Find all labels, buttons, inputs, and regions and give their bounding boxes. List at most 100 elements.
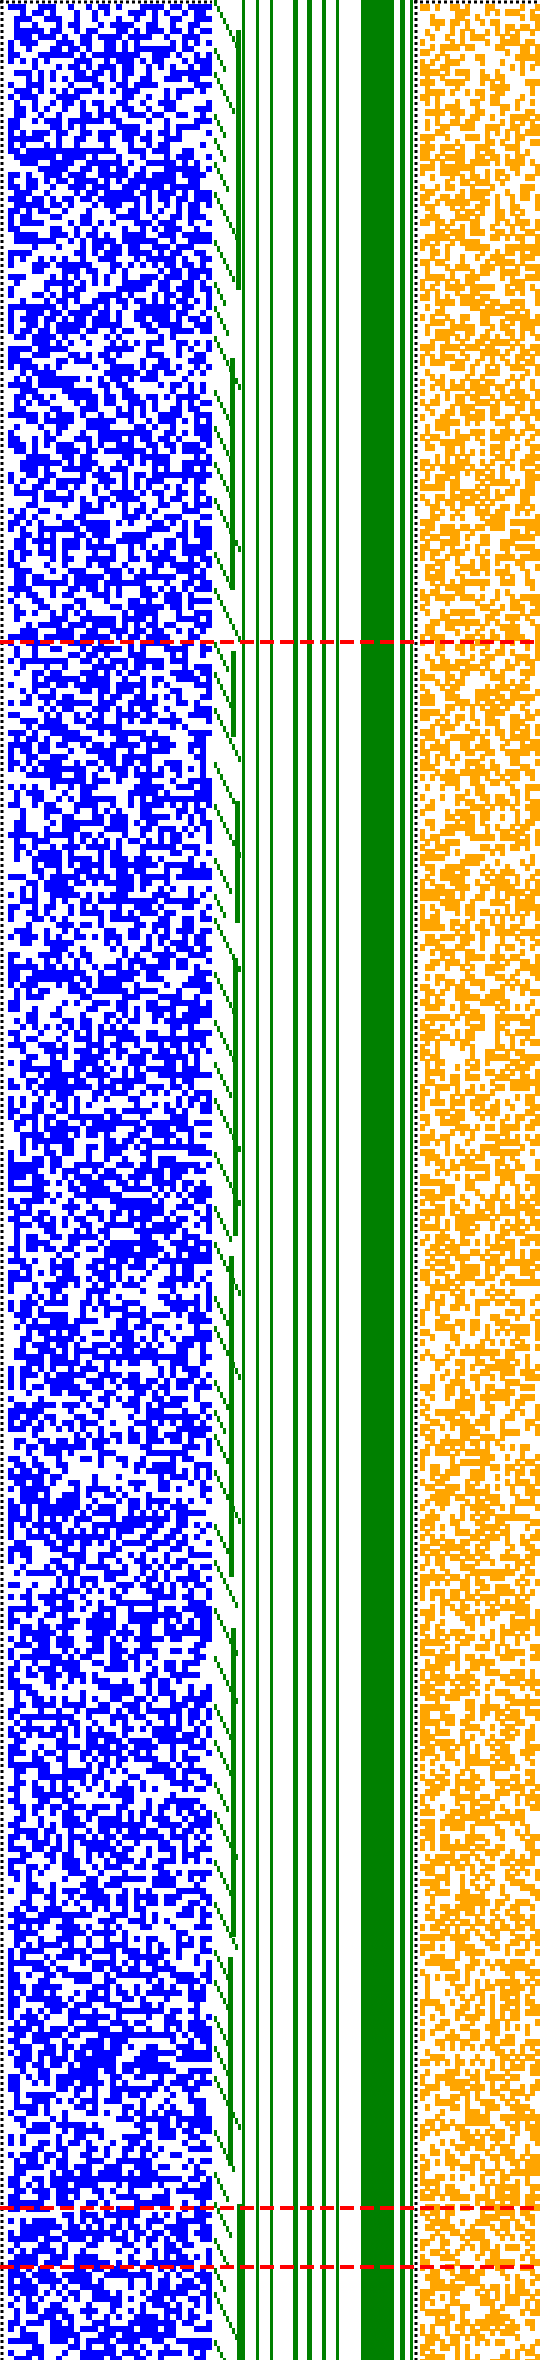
blue-cell (26, 1570, 32, 1576)
blue-cell (110, 694, 116, 700)
blue-cell (194, 598, 200, 604)
blue-cell (158, 184, 164, 190)
blue-cell (164, 598, 170, 604)
blue-cell (86, 1162, 92, 1168)
blue-cell (206, 202, 212, 208)
blue-cell (104, 520, 110, 526)
blue-cell (134, 1402, 140, 1408)
blue-cell (80, 868, 86, 874)
blue-cell (62, 322, 68, 328)
blue-cell (128, 838, 134, 844)
blue-cell (32, 484, 38, 490)
blue-cell (20, 196, 26, 202)
blue-cell (110, 1330, 116, 1336)
blue-cell (32, 1288, 38, 1294)
blue-cell (176, 568, 182, 574)
blue-cell (158, 1438, 164, 1444)
blue-cell (182, 1018, 188, 1024)
blue-cell (152, 592, 158, 598)
blue-cell (140, 1318, 146, 1324)
blue-cell (56, 868, 62, 874)
blue-cell (188, 1138, 194, 1144)
blue-cell (104, 316, 110, 322)
blue-cell (134, 214, 140, 220)
blue-cell (140, 610, 146, 616)
blue-cell (140, 1186, 146, 1192)
blue-cell (188, 34, 194, 40)
blue-cell (68, 1276, 74, 1282)
blue-cell (110, 364, 116, 370)
blue-cell (116, 1396, 122, 1402)
blue-cell (86, 586, 92, 592)
blue-cell (152, 1012, 158, 1018)
blue-cell (68, 4, 74, 10)
blue-cell (122, 136, 128, 142)
blue-cell (68, 1246, 74, 1252)
blue-cell (20, 1378, 26, 1384)
blue-cell (170, 1276, 176, 1282)
blue-cell (122, 1204, 128, 1210)
blue-cell (92, 574, 98, 580)
blue-cell (194, 1534, 200, 1540)
blue-cell (122, 1492, 128, 1498)
blue-cell (14, 1474, 20, 1480)
blue-cell (134, 988, 140, 994)
blue-cell (92, 1090, 98, 1096)
blue-cell (74, 958, 80, 964)
blue-cell (170, 136, 176, 142)
blue-cell (74, 478, 80, 484)
blue-cell (194, 1306, 200, 1312)
blue-cell (146, 1120, 152, 1126)
blue-cell (158, 1006, 164, 1012)
blue-cell (128, 916, 134, 922)
blue-cell (116, 1240, 122, 1246)
blue-cell (62, 298, 68, 304)
blue-cell (182, 280, 188, 286)
blue-cell (32, 898, 38, 904)
blue-cell (206, 946, 212, 952)
blue-cell (26, 316, 32, 322)
blue-cell (110, 814, 116, 820)
blue-cell (74, 970, 80, 976)
blue-cell (170, 598, 176, 604)
blue-cell (20, 844, 26, 850)
blue-cell (32, 634, 38, 640)
blue-cell (20, 886, 26, 892)
blue-cell (56, 1006, 62, 1012)
blue-cell (44, 430, 50, 436)
blue-cell (80, 178, 86, 184)
blue-cell (86, 616, 92, 622)
blue-cell (182, 1162, 188, 1168)
blue-cell (146, 1186, 152, 1192)
blue-cell (200, 1462, 206, 1468)
blue-cell (176, 958, 182, 964)
blue-cell (152, 1240, 158, 1246)
blue-cell (140, 82, 146, 88)
blue-cell (152, 112, 158, 118)
blue-cell (74, 538, 80, 544)
blue-cell (44, 280, 50, 286)
blue-cell (164, 994, 170, 1000)
blue-cell (206, 1228, 212, 1234)
blue-cell (200, 1564, 206, 1570)
blue-cell (170, 1474, 176, 1480)
blue-cell (98, 136, 104, 142)
blue-cell (206, 796, 212, 802)
blue-cell (32, 460, 38, 466)
blue-cell (32, 886, 38, 892)
blue-cell (26, 220, 32, 226)
blue-cell (44, 454, 50, 460)
blue-cell (158, 100, 164, 106)
blue-cell (170, 1528, 176, 1534)
blue-cell (182, 1108, 188, 1114)
blue-cell (152, 820, 158, 826)
blue-cell (80, 70, 86, 76)
blue-cell (206, 1330, 212, 1336)
blue-cell (158, 160, 164, 166)
blue-cell (92, 646, 98, 652)
blue-cell (170, 4, 176, 10)
blue-cell (26, 76, 32, 82)
blue-cell (92, 1264, 98, 1270)
blue-cell (146, 1528, 152, 1534)
blue-cell (122, 394, 128, 400)
